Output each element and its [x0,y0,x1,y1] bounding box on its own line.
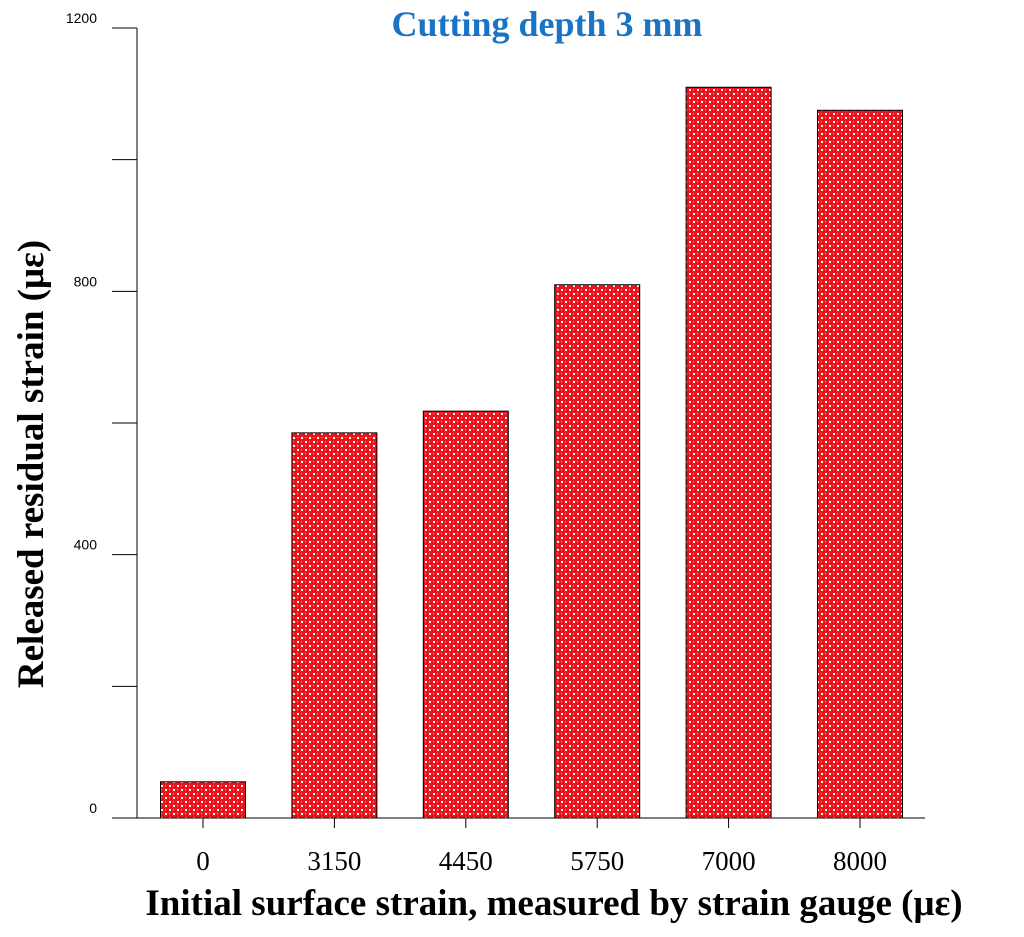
bar-3150 [291,432,378,819]
x-tick-label: 4450 [439,846,493,876]
x-ticks: 0 3150 4450 5750 7000 8000 [196,818,887,876]
bar-7000 [685,86,772,819]
bar-5750 [554,284,641,819]
y-tick-label: 400 [74,537,98,553]
x-tick-label: 5750 [570,846,624,876]
bar-0 [160,781,246,819]
bar-4450 [422,410,509,819]
x-tick-label: 7000 [702,846,756,876]
y-axis-title: Released residual strain (με) [11,240,52,688]
y-tick-label: 1200 [66,10,97,26]
x-tick-label: 8000 [833,846,887,876]
y-tick-label: 800 [74,273,98,289]
y-tick-label: 0 [89,800,97,816]
chart-title: Cutting depth 3 mm [391,4,702,44]
x-axis-title: Initial surface strain, measured by stra… [145,883,962,924]
y-ticks: 0 400 800 1200 [66,10,137,819]
x-tick-label: 3150 [307,846,361,876]
x-tick-label: 0 [196,846,210,876]
bars-group [160,86,903,819]
bar-8000 [817,109,903,819]
